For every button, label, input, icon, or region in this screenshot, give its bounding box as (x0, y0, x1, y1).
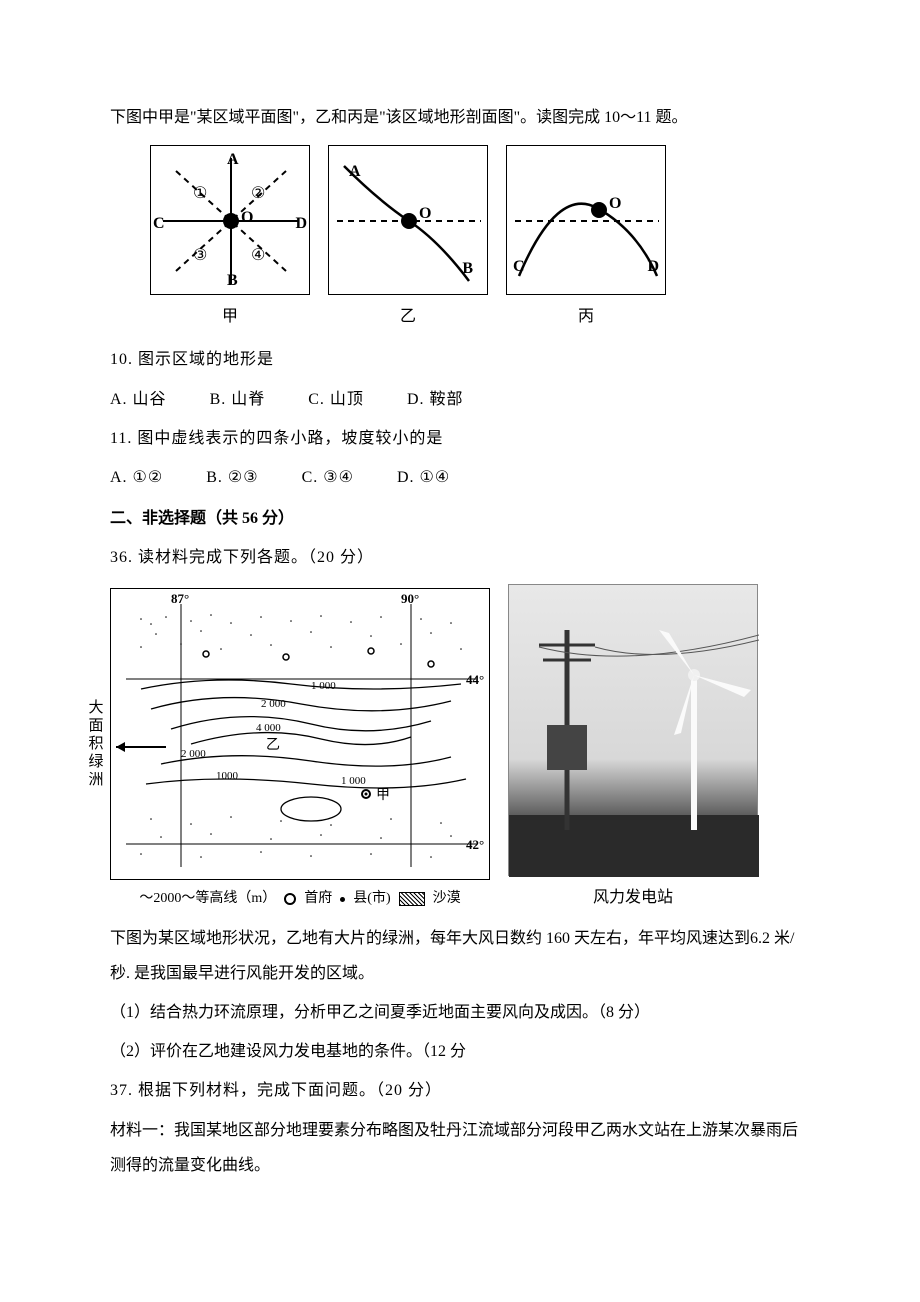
diagram-jia-label: 甲 (222, 299, 238, 334)
diagram-yi: A B O 乙 (328, 145, 488, 334)
q36-sub1: （1）结合热力环流原理，分析甲乙之间夏季近地面主要风向及成因。（8 分） (110, 995, 810, 1030)
diagram-yi-box: A B O (328, 145, 488, 295)
svg-text:1000: 1000 (216, 770, 239, 782)
q36-desc: 下图为某区域地形状况，乙地有大片的绿洲，每年大风日数约 160 天左右，年平均风… (110, 921, 810, 991)
q10-opt-b: B. 山脊 (210, 382, 266, 417)
svg-text:1 000: 1 000 (341, 775, 366, 787)
svg-text:87°: 87° (171, 591, 189, 606)
label-A: A (227, 142, 239, 177)
label-bing-D: D (647, 249, 659, 284)
q10-stem: 10. 图示区域的地形是 (110, 342, 810, 377)
legend-contour: ～2000～等高线（m） (139, 884, 276, 915)
q11-options: A. ①② B. ②③ C. ③④ D. ①④ (110, 460, 810, 495)
svg-text:4 000: 4 000 (256, 722, 281, 734)
photo-box (508, 584, 758, 876)
q10-opt-c: C. 山顶 (308, 382, 364, 417)
svg-text:2 000: 2 000 (261, 698, 286, 710)
q36-sub2: （2）评价在乙地建设风力发电基地的条件。（12 分 (110, 1034, 810, 1069)
photo-figure: 风力发电站 (508, 584, 758, 915)
label-q2: ② (251, 176, 265, 211)
svg-text:42°: 42° (466, 837, 484, 852)
diagram-jia-box: A B C D O ① ② ③ ④ (150, 145, 310, 295)
map-figure: 大面积绿洲 (110, 588, 490, 915)
diagram-bing-box: C D O (506, 145, 666, 295)
q11-opt-d: D. ①④ (397, 460, 450, 495)
svg-text:90°: 90° (401, 591, 419, 606)
label-B: B (227, 263, 238, 298)
label-yi-B: B (462, 251, 473, 286)
q11-stem: 11. 图中虚线表示的四条小路，坡度较小的是 (110, 421, 810, 456)
q10-options: A. 山谷 B. 山脊 C. 山顶 D. 鞍部 (110, 382, 810, 417)
intro-text: 下图中甲是"某区域平面图"，乙和丙是"该区域地形剖面图"。读图完成 10～11 … (110, 100, 810, 135)
label-bing-C: C (513, 249, 525, 284)
legend-capital: 首府 (304, 884, 332, 915)
label-bing-O: O (609, 186, 621, 221)
q10-opt-d: D. 鞍部 (407, 382, 464, 417)
q11-opt-c: C. ③④ (302, 460, 354, 495)
label-yi-O: O (419, 196, 431, 231)
figure-row: 大面积绿洲 (110, 584, 810, 915)
section2-title: 二、非选择题（共 56 分） (110, 501, 810, 536)
label-q4: ④ (251, 238, 265, 273)
label-q3: ③ (193, 238, 207, 273)
q11-opt-a: A. ①② (110, 460, 163, 495)
q11-opt-b: B. ②③ (206, 460, 258, 495)
diagram-row: A B C D O ① ② ③ ④ 甲 A B O 乙 (150, 145, 810, 334)
capital-icon (284, 893, 296, 905)
county-icon (340, 897, 345, 902)
diagram-jia: A B C D O ① ② ③ ④ 甲 (150, 145, 310, 334)
label-yi-A: A (349, 154, 361, 189)
diagram-bing: C D O 丙 (506, 145, 666, 334)
desert-icon (399, 892, 425, 906)
map-jia-marker: 甲 (376, 788, 390, 803)
q36-stem: 36. 读材料完成下列各题。（20 分） (110, 540, 810, 575)
label-D: D (295, 206, 307, 241)
map-legend: ～2000～等高线（m） 首府 县(市) 沙漠 (139, 884, 460, 915)
map-box: 大面积绿洲 (110, 588, 490, 880)
map-svg: 乙 甲 87° 90° 44° 42° 1 000 2 000 4 000 2 … (111, 589, 491, 881)
map-side-label: 大面积绿洲 (87, 699, 105, 789)
label-q1: ① (193, 176, 207, 211)
diagram-bing-label: 丙 (578, 299, 594, 334)
svg-text:1 000: 1 000 (311, 680, 336, 692)
q37-stem: 37. 根据下列材料，完成下面问题。（20 分） (110, 1073, 810, 1108)
diagram-yi-label: 乙 (400, 299, 416, 334)
photo-svg (509, 585, 759, 877)
photo-label: 风力发电站 (508, 880, 758, 915)
q37-mat1: 材料一：我国某地区部分地理要素分布略图及牡丹江流域部分河段甲乙两水文站在上游某次… (110, 1113, 810, 1183)
svg-text:2 000: 2 000 (181, 748, 206, 760)
diagram-bing-svg (507, 146, 667, 296)
label-C: C (153, 206, 165, 241)
map-yi-marker: 乙 (266, 737, 280, 753)
svg-text:44°: 44° (466, 672, 484, 687)
legend-desert: 沙漠 (433, 884, 461, 915)
q10-opt-a: A. 山谷 (110, 382, 167, 417)
legend-county: 县(市) (353, 884, 390, 915)
